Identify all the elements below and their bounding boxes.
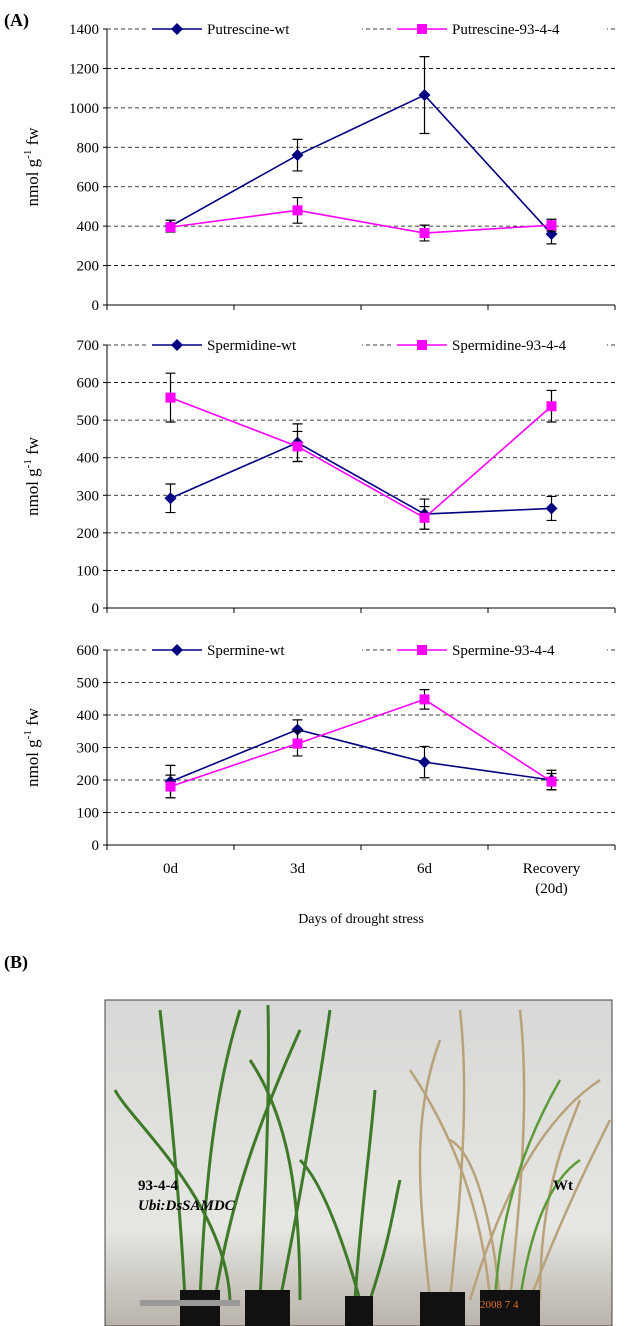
legend-bg bbox=[392, 640, 607, 660]
marker bbox=[292, 205, 303, 216]
marker bbox=[417, 340, 427, 350]
marker bbox=[171, 644, 183, 656]
marker bbox=[417, 24, 427, 34]
marker bbox=[171, 339, 183, 351]
y-axis-label-part: -1 bbox=[22, 150, 34, 159]
y-tick-label: 600 bbox=[77, 643, 100, 659]
y-tick-label: 500 bbox=[77, 676, 100, 692]
legend-label: Spermidine-wt bbox=[207, 338, 297, 354]
y-tick-label: 800 bbox=[77, 140, 100, 156]
marker bbox=[291, 149, 304, 162]
y-axis-label-part: fw bbox=[23, 127, 42, 150]
y-axis-label-part: nmol g bbox=[23, 468, 42, 516]
marker bbox=[418, 89, 431, 102]
marker bbox=[417, 645, 427, 655]
y-tick-label: 100 bbox=[77, 563, 100, 579]
x-tick-label: 0d bbox=[163, 861, 179, 877]
series-line bbox=[170, 396, 553, 519]
marker bbox=[419, 228, 430, 239]
y-tick-label: 0 bbox=[92, 298, 100, 314]
marker bbox=[545, 502, 558, 515]
y-axis-label-part: fw bbox=[23, 707, 42, 730]
legend-label: Putrescine-93-4-4 bbox=[452, 22, 560, 38]
x-tick-label: 6d bbox=[417, 861, 433, 877]
x-axis-label: Days of drought stress bbox=[298, 912, 424, 927]
marker bbox=[546, 220, 557, 231]
marker bbox=[418, 756, 431, 769]
series-line bbox=[170, 698, 552, 788]
y-tick-label: 400 bbox=[77, 219, 100, 235]
y-tick-label: 200 bbox=[77, 773, 100, 789]
series-line bbox=[170, 94, 553, 235]
legend-label: Spermidine-93-4-4 bbox=[452, 338, 567, 354]
y-tick-label: 1000 bbox=[69, 101, 99, 117]
legend-bg bbox=[392, 19, 607, 39]
y-axis-label-part: nmol g bbox=[23, 158, 42, 206]
legend-bg bbox=[392, 335, 607, 355]
photo-label: 93-4-4 bbox=[138, 1178, 178, 1194]
y-tick-label: 300 bbox=[77, 741, 100, 757]
y-tick-label: 200 bbox=[77, 259, 100, 275]
y-tick-label: 600 bbox=[77, 376, 100, 392]
legend-bg bbox=[147, 19, 362, 39]
photo bbox=[104, 999, 613, 1326]
marker bbox=[546, 776, 557, 787]
y-tick-label: 1400 bbox=[69, 22, 99, 38]
marker bbox=[292, 441, 303, 452]
marker bbox=[165, 781, 176, 792]
y-tick-label: 500 bbox=[77, 413, 100, 429]
marker bbox=[165, 222, 176, 233]
legend-bg bbox=[147, 335, 362, 355]
marker bbox=[165, 392, 176, 403]
legend-label: Putrescine-wt bbox=[207, 22, 290, 38]
y-axis-label: nmol g-1 fw bbox=[22, 707, 42, 787]
panel-label: (B) bbox=[4, 952, 28, 973]
y-tick-label: 0 bbox=[92, 601, 100, 617]
panel-label: (A) bbox=[4, 10, 29, 31]
photo-label: Wt bbox=[553, 1178, 573, 1194]
y-axis-label-part: fw bbox=[23, 436, 42, 459]
y-axis-label: nmol g-1 fw bbox=[22, 436, 42, 516]
marker bbox=[292, 738, 303, 749]
marker bbox=[171, 23, 183, 35]
y-axis-label-part: -1 bbox=[22, 730, 34, 739]
y-axis-label-part: nmol g bbox=[23, 739, 42, 787]
y-tick-label: 200 bbox=[77, 526, 100, 542]
y-tick-label: 400 bbox=[77, 708, 100, 724]
y-axis-label: nmol g-1 fw bbox=[22, 127, 42, 207]
y-tick-label: 0 bbox=[92, 838, 100, 854]
y-tick-label: 400 bbox=[77, 451, 100, 467]
date-stamp: 2008 7 4 bbox=[480, 1299, 519, 1311]
marker bbox=[419, 512, 430, 523]
y-tick-label: 600 bbox=[77, 180, 100, 196]
x-tick-label: 3d bbox=[290, 861, 306, 877]
series-line bbox=[170, 209, 552, 234]
y-axis-label-part: -1 bbox=[22, 459, 34, 468]
series-line bbox=[170, 441, 552, 515]
marker bbox=[546, 401, 557, 412]
legend-label: Spermine-wt bbox=[207, 643, 285, 659]
legend-label: Spermine-93-4-4 bbox=[452, 643, 555, 659]
series-line bbox=[170, 728, 552, 783]
y-tick-label: 100 bbox=[77, 806, 100, 822]
marker bbox=[419, 694, 430, 705]
legend-bg bbox=[147, 640, 362, 660]
y-tick-label: 700 bbox=[77, 338, 100, 354]
x-tick-label: Recovery (20d) bbox=[523, 861, 581, 897]
y-tick-label: 1200 bbox=[69, 61, 99, 77]
photo-label: Ubi:DsSAMDC bbox=[138, 1198, 236, 1214]
marker bbox=[164, 492, 177, 505]
y-tick-label: 300 bbox=[77, 488, 100, 504]
marker bbox=[291, 723, 304, 736]
